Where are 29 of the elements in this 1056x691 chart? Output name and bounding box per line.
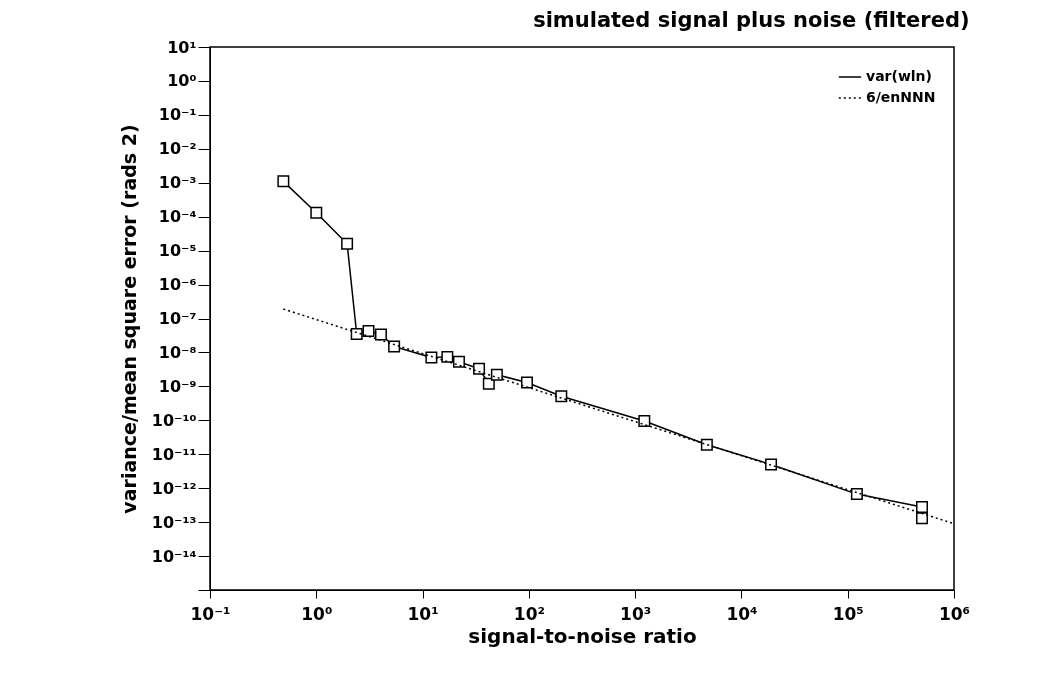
y-tick-label: 10⁻⁶ [158,275,197,295]
x-tick-label: 10⁴ [726,603,758,624]
y-tick-label: 10⁻⁵ [158,241,197,261]
legend-label: 6/enNNN [866,89,936,105]
x-tick-label: 10¹ [407,603,439,624]
x-tick-label: 10⁶ [938,603,971,624]
chart-title: simulated signal plus noise (filtered) [533,8,970,32]
y-tick-label: 10⁻¹³ [151,512,197,532]
y-tick-label: 10⁻⁸ [158,342,197,362]
y-tick-label: 10⁻¹ [158,105,197,125]
x-tick-label: 10⁻¹ [190,603,231,624]
y-tick-label: 10⁻⁹ [158,376,197,396]
y-axis-title: variance/mean square error (rads 2) [117,124,140,514]
y-tick-label: 10⁻² [158,139,197,159]
y-tick-label: 10⁻⁷ [158,309,197,328]
y-tick-label: 10⁻¹¹ [151,444,197,464]
x-tick-label: 10⁵ [832,603,864,624]
y-tick-label: 10⁻¹⁰ [151,410,197,430]
y-tick-label: 10⁻¹² [151,478,197,498]
x-tick-label: 10⁰ [301,603,333,624]
y-tick-label: 10⁻³ [158,173,197,193]
y-tick-label: 10¹ [167,37,197,57]
x-axis-title: signal-to-noise ratio [468,623,697,648]
x-tick-label: 10² [513,603,545,624]
y-tick-label: 10⁻¹⁴ [151,546,197,566]
y-tick-label: 10⁰ [167,71,197,91]
x-tick-label: 10³ [620,603,652,624]
y-tick-label: 10⁻⁴ [158,207,197,227]
legend-label: var(wln) [866,68,932,84]
